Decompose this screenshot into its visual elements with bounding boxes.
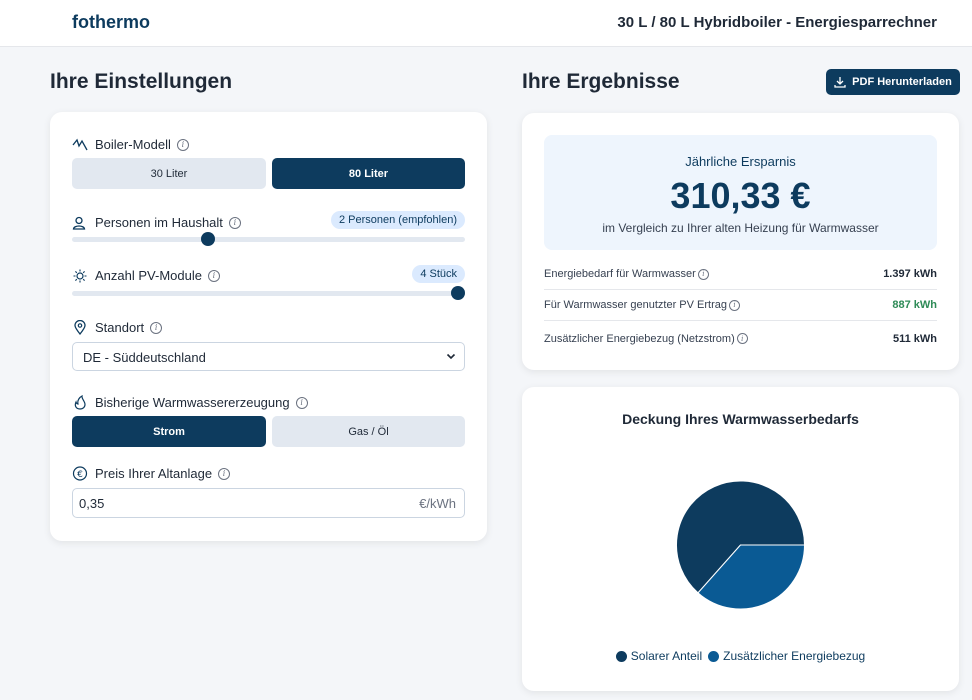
chart-legend: Solarer Anteil Zusätzlicher Energiebezug <box>522 649 959 663</box>
results-heading: Ihre Ergebnisse <box>522 70 680 93</box>
savings-subtext: im Vergleich zu Ihrer alten Heizung für … <box>602 221 879 235</box>
app-title: 30 L / 80 L Hybridboiler - Energiesparre… <box>617 14 937 31</box>
legend-item-solar[interactable]: Solarer Anteil <box>615 649 703 663</box>
legend-swatch <box>615 650 627 662</box>
legend-label: Solarer Anteil <box>630 649 703 663</box>
pv-slider[interactable] <box>72 286 465 300</box>
pie-slice-grid[interactable] <box>697 544 806 610</box>
info-icon[interactable]: i <box>150 321 163 334</box>
stat-row-demand: Energiebedarf für Warmwasser i 1.397 kWh <box>544 259 937 290</box>
boiler-model-label-row: Boiler-Modell i <box>72 137 189 152</box>
pv-label: Anzahl PV-Module <box>95 268 202 283</box>
location-label: Standort <box>95 320 145 335</box>
prior-heating-label: Bisherige Warmwassererzeugung <box>95 395 290 410</box>
persons-slider-handle[interactable] <box>200 232 215 246</box>
location-select[interactable]: DE - Süddeutschland <box>72 342 465 371</box>
pie-slice-solar[interactable] <box>676 480 806 594</box>
price-unit: €/kWh <box>419 496 456 511</box>
info-icon[interactable]: i <box>736 333 748 345</box>
info-icon[interactable]: i <box>207 269 220 282</box>
sun-icon <box>73 269 87 282</box>
map-pin-icon <box>74 320 86 335</box>
prior-heating-label-row: Bisherige Warmwassererzeugung i <box>72 395 308 410</box>
top-bar: fothermo 30 L / 80 L Hybridboiler - Ener… <box>0 0 972 47</box>
location-label-row: Standort i <box>72 320 163 335</box>
legend-item-grid[interactable]: Zusätzlicher Energiebezug <box>708 649 865 663</box>
persons-label: Personen im Haushalt <box>95 215 223 230</box>
price-label-row: € Preis Ihrer Altanlage i <box>72 466 231 481</box>
settings-card: Boiler-Modell i 30 Liter 80 Liter Person… <box>50 112 487 541</box>
pv-badge: 4 Stück <box>412 265 465 283</box>
stat-value: 887 kWh <box>892 299 937 311</box>
savings-label: Jährliche Ersparnis <box>685 154 796 169</box>
legend-swatch <box>708 650 720 662</box>
info-icon[interactable]: i <box>228 216 241 229</box>
pv-label-row: Anzahl PV-Module i <box>72 268 220 283</box>
pdf-download-button[interactable]: PDF Herunterladen <box>826 69 960 95</box>
svg-text:€: € <box>77 470 83 480</box>
info-icon[interactable]: i <box>218 467 231 480</box>
persons-badge: 2 Personen (empfohlen) <box>330 211 465 229</box>
persons-label-row: Personen im Haushalt i <box>72 215 241 230</box>
info-icon[interactable]: i <box>697 268 709 280</box>
stat-row-pv: Für Warmwasser genutzter PV Ertrag i 887 … <box>544 290 937 321</box>
euro-icon: € <box>72 466 88 481</box>
flame-icon <box>74 395 86 410</box>
stat-row-grid: Zusätzlicher Energiebezug (Netzstrom) i 5… <box>544 323 937 354</box>
stat-value: 511 kWh <box>892 332 937 345</box>
boiler-icon <box>72 138 88 150</box>
location-select-value: DE - Süddeutschland <box>83 350 206 365</box>
stat-label: Energiebedarf für Warmwasser <box>544 268 696 280</box>
stat-label: Für Warmwasser genutzter PV Ertrag <box>544 299 727 311</box>
price-input[interactable]: 0,35 €/kWh <box>72 488 465 518</box>
pdf-download-label: PDF Herunterladen <box>852 76 952 88</box>
pie-chart <box>676 480 806 610</box>
boiler-option-30[interactable]: 30 Liter <box>72 158 266 189</box>
persons-slider[interactable] <box>72 232 465 246</box>
heating-option-strom[interactable]: Strom <box>72 416 266 447</box>
legend-label: Zusätzlicher Energiebezug <box>723 649 866 663</box>
savings-value: 310,33 € <box>670 175 811 216</box>
chart-card: Deckung Ihres Warmwasserbedarfs Solarer … <box>522 387 959 691</box>
price-input-value: 0,35 <box>79 496 105 511</box>
chevron-down-icon <box>446 353 456 360</box>
savings-box: Jährliche Ersparnis 310,33 € im Vergleic… <box>544 135 937 250</box>
persons-icon <box>72 216 86 230</box>
info-icon[interactable]: i <box>728 299 740 311</box>
boiler-model-label: Boiler-Modell <box>95 137 171 152</box>
pv-slider-handle[interactable] <box>451 286 465 300</box>
info-icon[interactable]: i <box>176 138 189 151</box>
settings-heading: Ihre Einstellungen <box>50 70 233 93</box>
heating-option-gas[interactable]: Gas / Öl <box>272 416 465 447</box>
download-icon <box>834 77 846 88</box>
price-label: Preis Ihrer Altanlage <box>95 466 213 481</box>
stat-label: Zusätzlicher Energiebezug (Netzstrom) <box>544 332 735 345</box>
stat-value: 1.397 kWh <box>883 268 937 280</box>
info-icon[interactable]: i <box>295 396 308 409</box>
brand-logo[interactable]: fothermo <box>72 12 150 32</box>
boiler-option-80[interactable]: 80 Liter <box>272 158 465 189</box>
results-card: Jährliche Ersparnis 310,33 € im Vergleic… <box>522 113 959 370</box>
chart-title: Deckung Ihres Warmwasserbedarfs <box>622 411 859 427</box>
